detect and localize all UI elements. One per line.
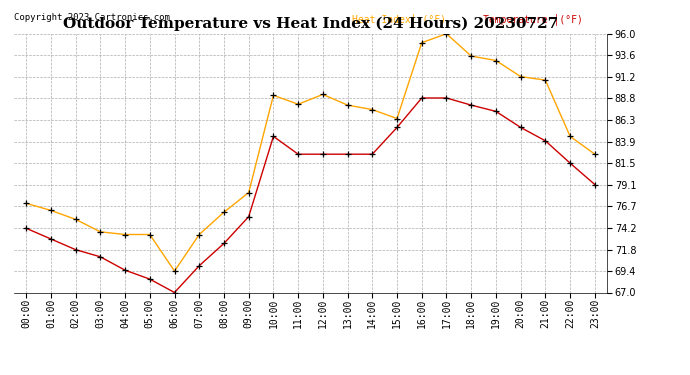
Text: Heat Index│ (°F): Heat Index│ (°F)	[352, 13, 446, 25]
Title: Outdoor Temperature vs Heat Index (24 Hours) 20230727: Outdoor Temperature vs Heat Index (24 Ho…	[63, 17, 558, 31]
Text: Temperature │(°F): Temperature │(°F)	[482, 13, 582, 25]
Text: Copyright 2023 Cartronics.com: Copyright 2023 Cartronics.com	[14, 13, 170, 22]
